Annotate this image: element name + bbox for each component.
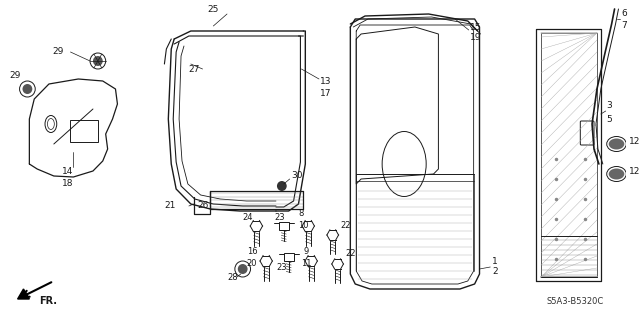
Text: 22: 22 xyxy=(346,249,356,258)
Text: 25: 25 xyxy=(207,4,219,13)
Bar xyxy=(284,253,294,261)
Text: 29: 29 xyxy=(52,48,63,56)
Text: 30: 30 xyxy=(292,172,303,181)
Text: 11: 11 xyxy=(301,258,312,268)
Circle shape xyxy=(22,84,32,94)
Text: 9: 9 xyxy=(303,247,308,256)
Text: 17: 17 xyxy=(320,90,332,99)
Text: 20: 20 xyxy=(246,258,257,268)
Text: 7: 7 xyxy=(621,21,627,31)
Text: 15: 15 xyxy=(470,23,481,32)
Bar xyxy=(279,222,289,230)
Text: 23: 23 xyxy=(276,263,287,271)
Circle shape xyxy=(93,56,103,66)
Text: 16: 16 xyxy=(246,247,257,256)
Ellipse shape xyxy=(45,115,57,132)
Text: 1: 1 xyxy=(492,257,498,266)
Circle shape xyxy=(277,181,287,191)
Text: 12: 12 xyxy=(629,167,640,176)
Text: 14: 14 xyxy=(61,167,73,175)
Text: 22: 22 xyxy=(340,220,351,229)
Text: 24: 24 xyxy=(243,212,253,221)
Text: 10: 10 xyxy=(298,221,309,231)
Text: 5: 5 xyxy=(607,115,612,123)
Text: 23: 23 xyxy=(274,212,285,221)
FancyBboxPatch shape xyxy=(70,120,98,142)
FancyBboxPatch shape xyxy=(580,121,594,145)
Ellipse shape xyxy=(382,131,426,197)
Text: 19: 19 xyxy=(470,33,481,41)
Text: 29: 29 xyxy=(10,71,21,80)
Text: 26: 26 xyxy=(198,202,209,211)
Text: FR.: FR. xyxy=(39,296,57,306)
Text: 6: 6 xyxy=(621,10,627,19)
Ellipse shape xyxy=(609,168,625,180)
Text: 2: 2 xyxy=(492,268,498,277)
Text: 27: 27 xyxy=(188,64,199,73)
Text: 12: 12 xyxy=(629,137,640,146)
Circle shape xyxy=(238,264,248,274)
Ellipse shape xyxy=(47,118,54,130)
Text: 18: 18 xyxy=(61,179,73,188)
Text: 8: 8 xyxy=(298,210,304,219)
Text: 13: 13 xyxy=(320,78,332,86)
Text: 28: 28 xyxy=(227,272,237,281)
Text: 21: 21 xyxy=(164,202,176,211)
Ellipse shape xyxy=(609,138,625,150)
Text: S5A3-B5320C: S5A3-B5320C xyxy=(546,296,604,306)
Text: 3: 3 xyxy=(607,101,612,110)
Polygon shape xyxy=(18,289,29,299)
